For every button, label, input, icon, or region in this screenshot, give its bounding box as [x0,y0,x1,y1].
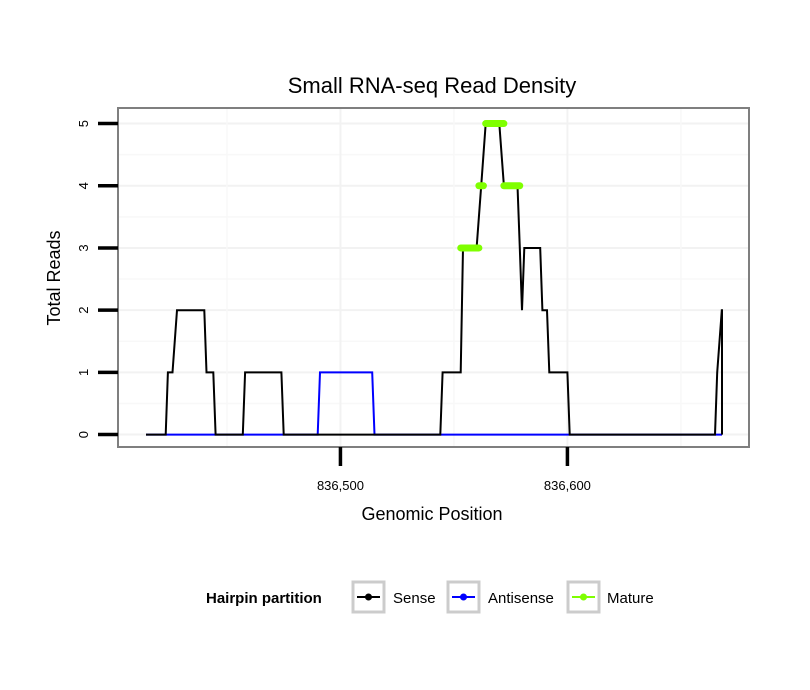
legend-label-antisense: Antisense [488,590,554,607]
x-axis-title: Genomic Position [361,504,502,524]
legend-title: Hairpin partition [206,590,322,607]
y-tick-label: 5 [76,120,91,127]
legend: Hairpin partition Sense Antisense Mature [206,580,654,614]
y-tick-label: 2 [76,307,91,314]
legend-label-mature: Mature [607,590,654,607]
axes: 0 1 2 3 4 5 836,500 836,600 [76,120,591,493]
y-tick-label: 4 [76,182,91,189]
legend-key-sense-dot [365,593,372,601]
plot-border [117,107,750,448]
series-layer [146,120,723,436]
plot-panel [118,108,749,447]
legend-label-sense: Sense [393,590,436,607]
chart-title: Small RNA-seq Read Density [288,73,577,98]
y-tick-label: 3 [76,244,91,251]
legend-key-antisense-dot [460,593,467,601]
x-tick-label: 836,500 [317,478,364,493]
y-tick-label: 1 [76,369,91,376]
x-tick-label: 836,600 [544,478,591,493]
y-tick-label: 0 [76,431,91,438]
grid [118,108,749,447]
y-axis-title: Total Reads [44,230,64,325]
legend-key-mature-dot [580,593,587,601]
